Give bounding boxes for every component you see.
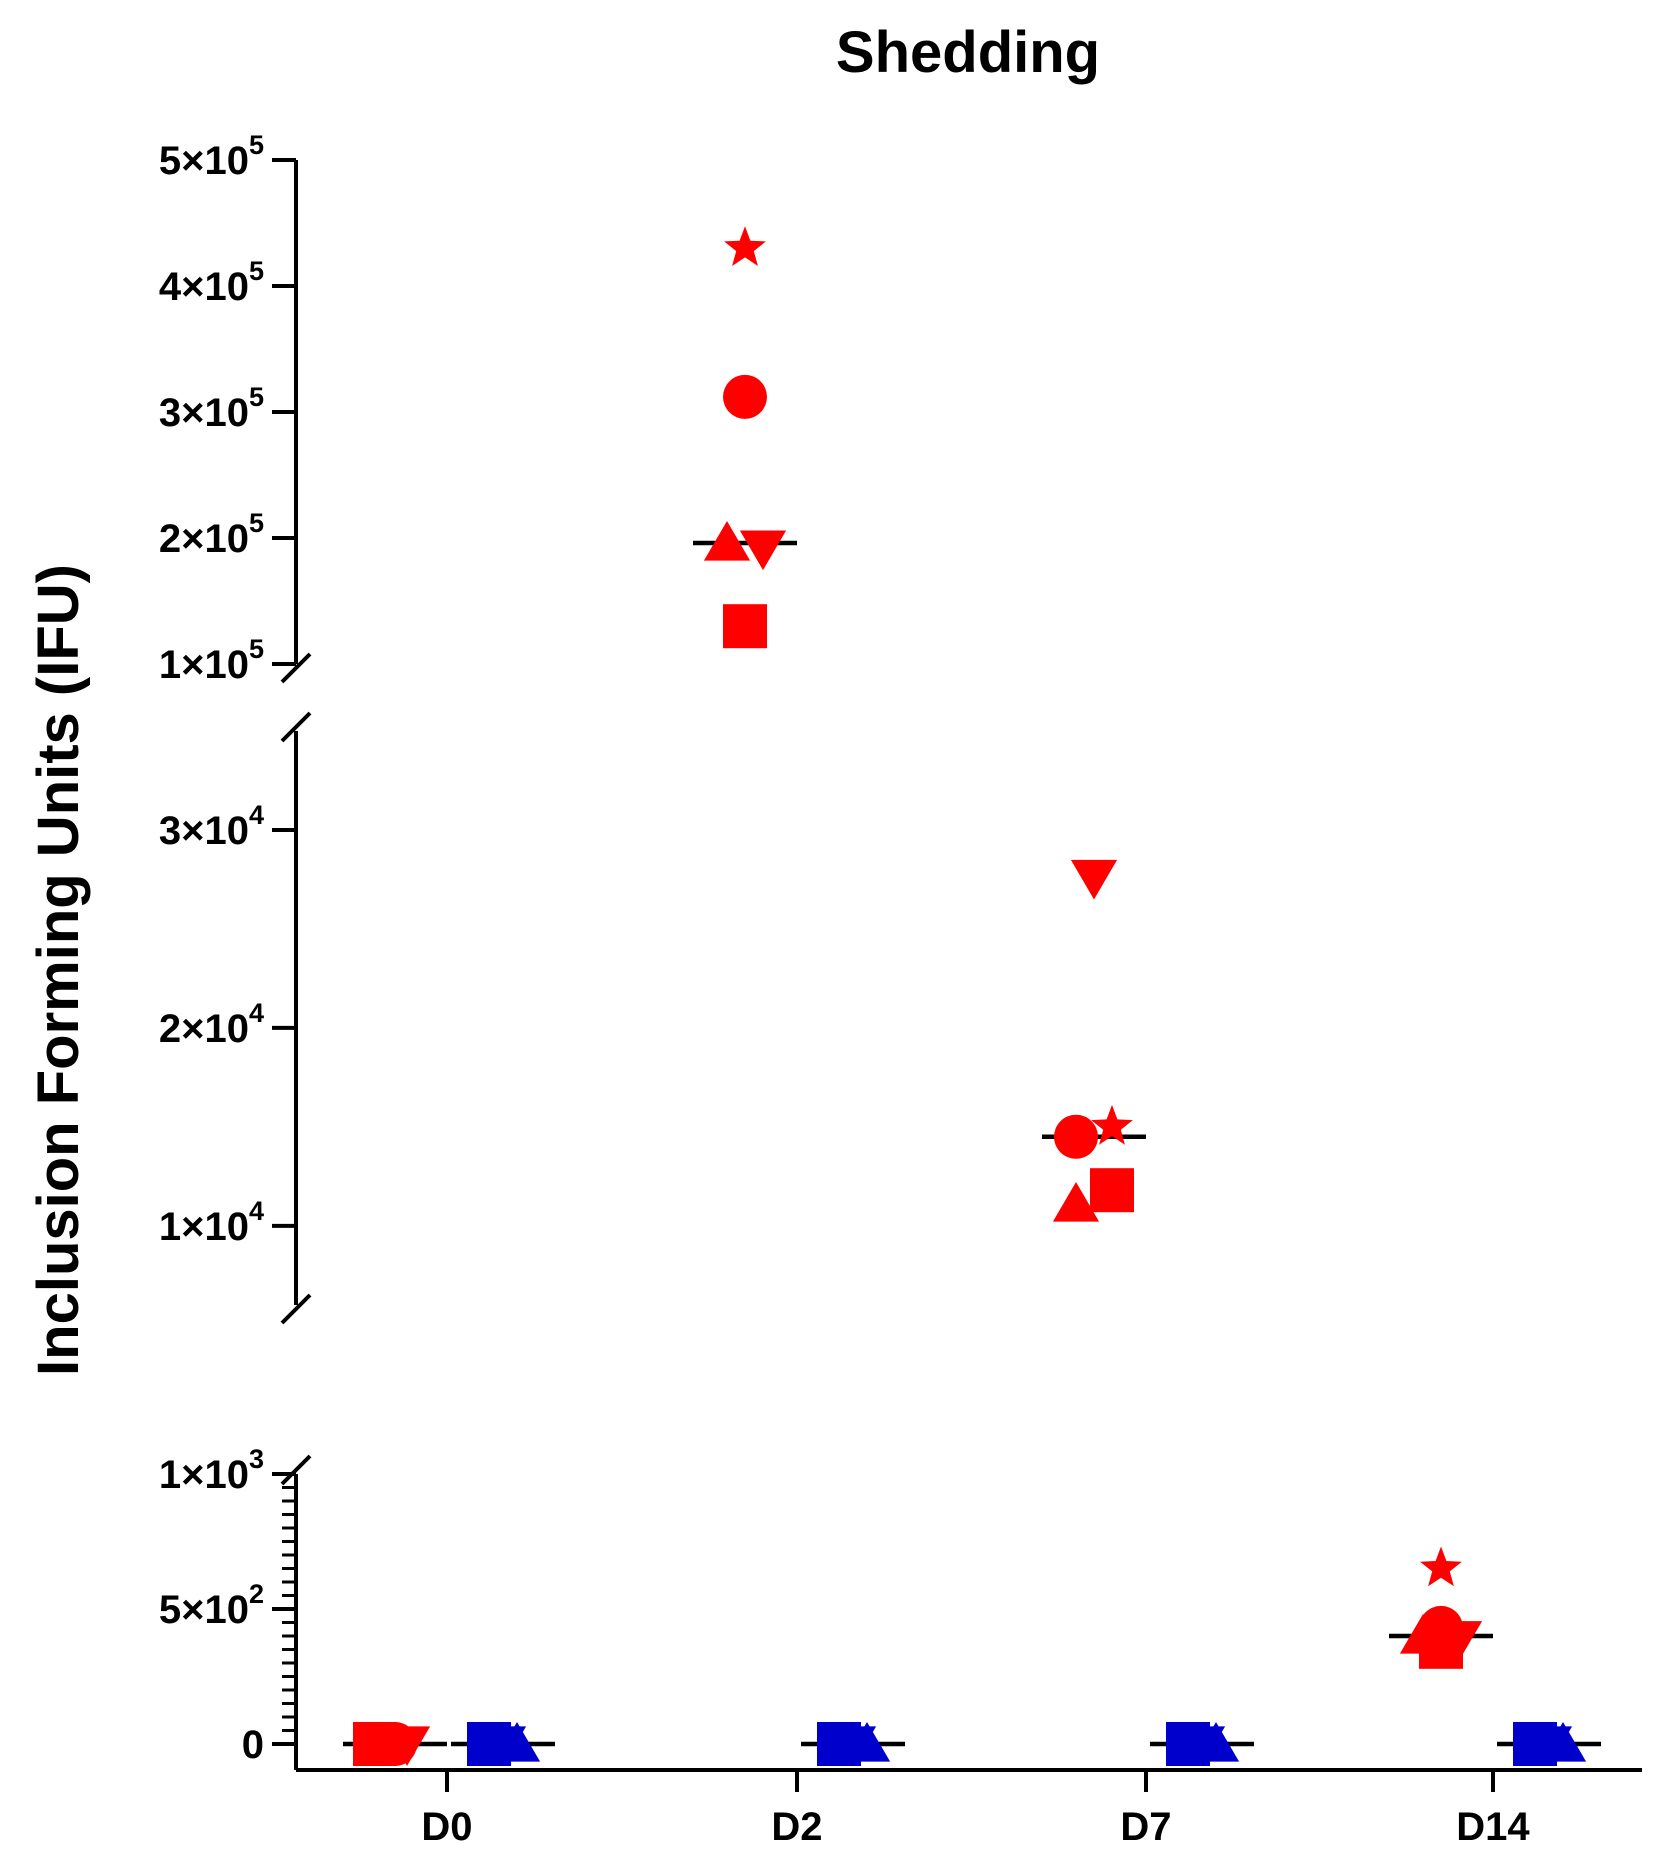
axes <box>280 160 1642 1772</box>
x-tick-label: D7 <box>1120 1805 1171 1849</box>
y-tick-label: 2×105 <box>159 508 264 561</box>
axis-break-mark <box>280 652 312 684</box>
axis-break-mark <box>280 1293 312 1325</box>
data-point-square <box>1419 1624 1463 1669</box>
data-point-triangle-up <box>1539 1722 1587 1762</box>
data-point-star <box>374 1722 416 1762</box>
data-point-square <box>1090 1168 1134 1213</box>
y-tick-label: 1×103 <box>159 1444 264 1497</box>
data-point-triangle-up <box>843 1722 891 1762</box>
x-tick-label: D2 <box>771 1805 822 1849</box>
axis-break-mark <box>280 711 312 743</box>
y-tick-label: 0 <box>242 1723 264 1767</box>
x-ticks: D0 D2 D7 D14 <box>421 1770 1530 1849</box>
data-point-square <box>723 604 767 649</box>
data-point-star <box>1091 1104 1133 1145</box>
data-point-triangle-up <box>493 1722 541 1762</box>
x-tick-label: D14 <box>1456 1805 1530 1849</box>
y-tick-label: 5×102 <box>159 1579 264 1632</box>
y-tick-label: 1×105 <box>159 634 264 687</box>
y-tick-label: 3×104 <box>159 800 264 853</box>
y-tick-label: 5×105 <box>159 130 264 183</box>
y-tick-label: 3×105 <box>159 382 264 435</box>
data-point-triangle-up <box>1192 1722 1240 1762</box>
data-point-circle <box>1054 1114 1098 1159</box>
data-point-triangle-down <box>1070 859 1118 900</box>
y-tick-label: 1×104 <box>159 1196 264 1249</box>
data-point-circle <box>723 374 767 419</box>
data-points <box>353 226 1587 1766</box>
y-tick-label: 2×104 <box>159 998 264 1051</box>
data-point-triangle-down <box>739 530 787 571</box>
x-tick-label: D0 <box>421 1805 472 1849</box>
data-point-star <box>1420 1546 1462 1587</box>
y-axis-label: Inclusion Forming Units (IFU) <box>26 564 91 1376</box>
median-lines <box>343 540 1601 1747</box>
data-point-star <box>724 226 766 266</box>
data-point-triangle-up <box>703 521 751 561</box>
data-point-triangle-up <box>1052 1182 1100 1222</box>
axis-break-mark <box>280 1454 312 1486</box>
chart-title: Shedding <box>836 20 1100 85</box>
y-tick-label: 4×105 <box>159 256 264 309</box>
y-ticks: 0 5×102 1×103 1×104 2×104 3×104 1×105 2×105 3×10… <box>159 130 296 1767</box>
